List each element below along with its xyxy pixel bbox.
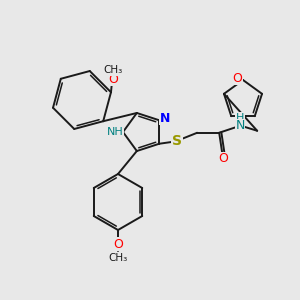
Text: O: O (232, 71, 242, 85)
Text: O: O (218, 152, 228, 165)
Text: H: H (236, 113, 244, 123)
Text: CH₃: CH₃ (108, 253, 128, 263)
Text: O: O (108, 73, 118, 86)
Text: O: O (113, 238, 123, 250)
Text: CH₃: CH₃ (103, 65, 123, 75)
Text: N: N (236, 119, 245, 132)
Text: S: S (172, 134, 182, 148)
Text: N: N (160, 112, 170, 125)
Text: NH: NH (106, 127, 123, 137)
